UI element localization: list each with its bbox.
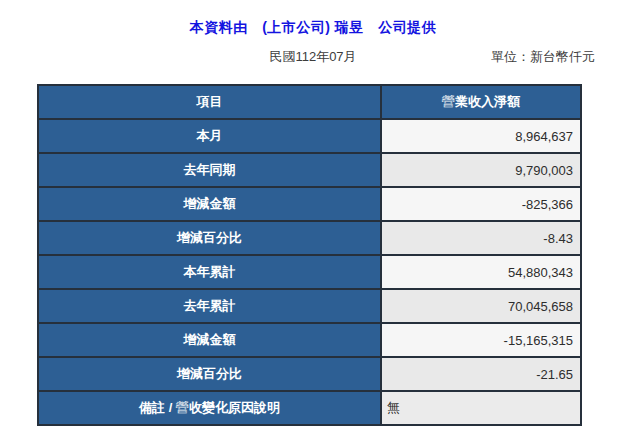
row-label-cell: 本月	[38, 119, 381, 153]
row-value-cell: 9,790,003	[381, 153, 581, 187]
row-label-cell: 增減百分比	[38, 221, 381, 255]
row-value-cell: -21.65	[381, 357, 581, 391]
table-row-change-percent-ytd: 增減百分比 -21.65	[38, 357, 581, 391]
table-row-change-percent-month: 增減百分比 -8.43	[38, 221, 581, 255]
unit-label: 單位：新台幣仟元	[491, 48, 595, 66]
table-row-same-period-last-year: 去年同期 9,790,003	[38, 153, 581, 187]
table-header-row: 項目 營業收入淨額	[38, 85, 581, 119]
column-header-item: 項目	[38, 85, 381, 119]
table-row-remarks: 備註 / 營收變化原因說明 無	[38, 391, 581, 425]
row-label-cell: 增減金額	[38, 323, 381, 357]
revenue-table: 項目 營業收入淨額 本月 8,964,637 去年同期 9,790,003 增減…	[37, 84, 582, 426]
row-value-cell: -15,165,315	[381, 323, 581, 357]
table-row-change-amount-month: 增減金額 -825,366	[38, 187, 581, 221]
table-row-change-amount-ytd: 增減金額 -15,165,315	[38, 323, 581, 357]
row-value-cell: -825,366	[381, 187, 581, 221]
report-title: 本資料由 (上市公司) 瑞昱 公司提供	[0, 19, 626, 37]
row-value-cell: 70,045,658	[381, 289, 581, 323]
row-label-cell: 備註 / 營收變化原因說明	[38, 391, 381, 425]
table-row-ytd-last-year: 去年累計 70,045,658	[38, 289, 581, 323]
row-value-cell: 8,964,637	[381, 119, 581, 153]
meta-row: 民國112年07月 單位：新台幣仟元	[0, 48, 640, 66]
table-row-current-month: 本月 8,964,637	[38, 119, 581, 153]
row-label-cell: 增減金額	[38, 187, 381, 221]
monthly-revenue-report-page: 本資料由 (上市公司) 瑞昱 公司提供 民國112年07月 單位：新台幣仟元 項…	[0, 0, 640, 448]
column-header-net-revenue: 營業收入淨額	[381, 85, 581, 119]
row-value-cell: 54,880,343	[381, 255, 581, 289]
row-value-cell: -8.43	[381, 221, 581, 255]
table-row-ytd-current-year: 本年累計 54,880,343	[38, 255, 581, 289]
row-label-cell: 去年累計	[38, 289, 381, 323]
row-value-cell: 無	[381, 391, 581, 425]
row-label-cell: 去年同期	[38, 153, 381, 187]
row-label-cell: 增減百分比	[38, 357, 381, 391]
row-label-cell: 本年累計	[38, 255, 381, 289]
